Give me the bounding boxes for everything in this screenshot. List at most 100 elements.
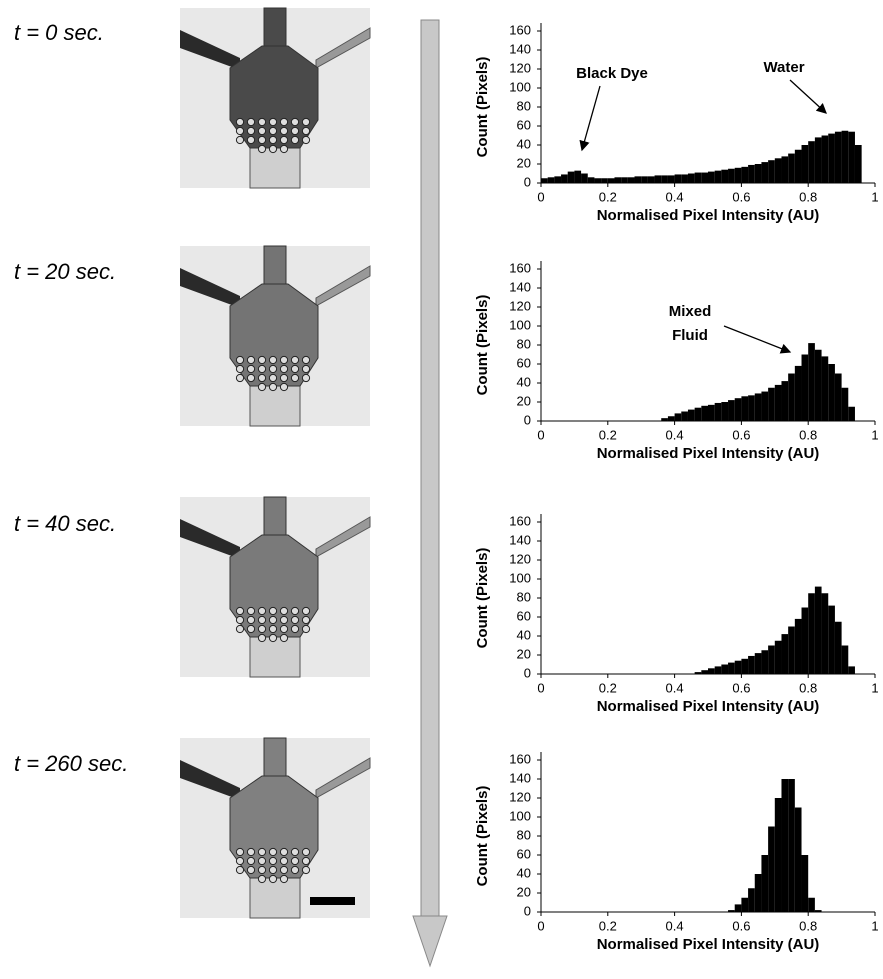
- pillar: [301, 856, 311, 866]
- pillar: [301, 126, 311, 136]
- pillar: [279, 144, 289, 154]
- y-tick-label: 40: [517, 865, 531, 880]
- bar: [814, 349, 822, 421]
- bar: [808, 141, 815, 183]
- y-axis-title: Count (Pixels): [474, 548, 491, 649]
- bar: [801, 145, 809, 183]
- x-tick-label: 0.6: [732, 427, 750, 442]
- bar: [774, 640, 782, 674]
- bar: [674, 174, 682, 183]
- bar: [754, 653, 762, 674]
- x-tick-label: 1: [871, 189, 878, 204]
- pillar: [290, 615, 300, 625]
- bar: [674, 413, 682, 421]
- bar: [734, 904, 742, 912]
- y-tick-label: 160: [509, 260, 531, 275]
- pillar: [257, 874, 267, 884]
- bar: [781, 381, 789, 421]
- y-tick-label: 120: [509, 60, 531, 75]
- bar: [681, 174, 688, 183]
- y-tick-label: 120: [509, 298, 531, 313]
- bar: [661, 418, 668, 421]
- y-tick-label: 60: [517, 355, 531, 370]
- annotation: Black Dye: [576, 65, 648, 82]
- inlet-left: [180, 760, 240, 800]
- bar: [774, 158, 782, 183]
- outlet: [249, 385, 301, 427]
- pillar: [290, 847, 300, 857]
- bar: [794, 149, 802, 183]
- x-tick-label: 0: [537, 189, 544, 204]
- bar: [621, 177, 628, 183]
- micrograph: [180, 245, 371, 427]
- pillar: [279, 117, 289, 127]
- bar: [814, 910, 822, 912]
- pillar: [246, 135, 256, 145]
- bar: [728, 400, 735, 421]
- time-label: t = 20 sec.: [14, 259, 116, 284]
- bar: [821, 135, 829, 183]
- bar: [741, 897, 749, 912]
- bar: [841, 130, 849, 183]
- bar: [748, 395, 755, 421]
- bar: [701, 670, 708, 674]
- y-tick-label: 60: [517, 846, 531, 861]
- time-arrow: [412, 19, 448, 968]
- scale-bar: [310, 897, 355, 905]
- pillar: [290, 624, 300, 634]
- bar: [641, 176, 648, 183]
- y-tick-label: 40: [517, 374, 531, 389]
- bar: [567, 171, 575, 183]
- bar: [754, 874, 762, 912]
- bar: [761, 162, 769, 183]
- bar: [627, 177, 635, 183]
- y-tick-label: 80: [517, 589, 531, 604]
- pillar: [246, 847, 256, 857]
- pillar: [290, 135, 300, 145]
- y-axis-title: Count (Pixels): [474, 295, 491, 396]
- bar: [701, 172, 708, 183]
- pillar: [279, 126, 289, 136]
- bar: [728, 910, 735, 912]
- pillar: [268, 144, 278, 154]
- y-tick-label: 40: [517, 136, 531, 151]
- pillar: [279, 856, 289, 866]
- bar: [741, 658, 749, 674]
- bar: [854, 145, 862, 183]
- bar: [801, 855, 809, 912]
- y-tick-label: 140: [509, 770, 531, 785]
- bar: [541, 178, 548, 183]
- time-label: t = 0 sec.: [14, 20, 104, 45]
- bar: [828, 133, 835, 183]
- bar: [768, 826, 775, 912]
- bar: [841, 645, 849, 674]
- annotation: Water: [763, 59, 804, 76]
- bar: [821, 593, 829, 674]
- pillar: [268, 856, 278, 866]
- y-tick-label: 120: [509, 789, 531, 804]
- pillar: [257, 624, 267, 634]
- bar: [714, 402, 722, 421]
- bar: [808, 343, 815, 421]
- inlet-top: [263, 245, 287, 287]
- x-axis-title: Normalised Pixel Intensity (AU): [597, 698, 820, 715]
- pillar: [268, 874, 278, 884]
- micrograph: [180, 496, 371, 678]
- pillar: [268, 606, 278, 616]
- bar: [814, 137, 822, 183]
- bar: [748, 655, 755, 674]
- bar: [808, 897, 815, 912]
- x-tick-label: 0.2: [599, 427, 617, 442]
- x-tick-label: 0.2: [599, 918, 617, 933]
- bar: [821, 356, 829, 421]
- bar: [794, 807, 802, 912]
- pillar: [257, 126, 267, 136]
- bar: [788, 153, 795, 183]
- pillar: [235, 856, 245, 866]
- x-tick-label: 0: [537, 680, 544, 695]
- pillar: [279, 373, 289, 383]
- bar: [801, 607, 809, 674]
- pillar: [257, 117, 267, 127]
- pillar: [235, 865, 245, 875]
- pillar: [235, 624, 245, 634]
